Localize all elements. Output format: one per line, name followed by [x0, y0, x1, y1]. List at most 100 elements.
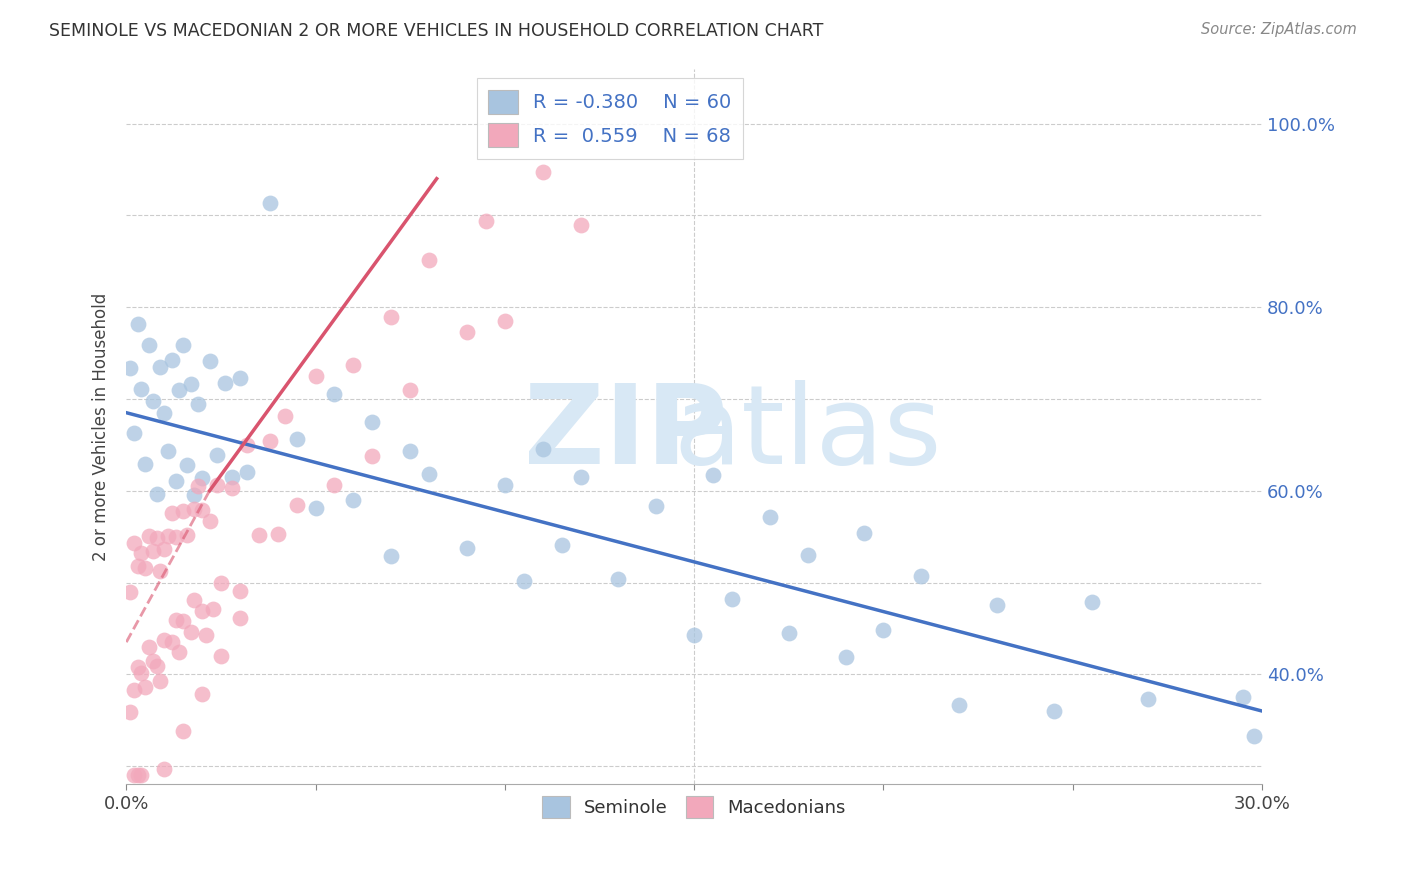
Point [122, 768, 145, 782]
Point [399, 443, 422, 458]
Point [531, 442, 554, 456]
Point [149, 673, 172, 688]
Point [323, 387, 346, 401]
Point [134, 561, 156, 575]
Point [1080, 595, 1102, 609]
Point [513, 574, 536, 589]
Point [1243, 730, 1265, 744]
Point [149, 564, 172, 578]
Point [221, 470, 243, 484]
Point [569, 470, 592, 484]
Point [127, 317, 149, 331]
Point [165, 613, 187, 627]
Point [247, 528, 270, 542]
Point [214, 376, 236, 391]
Point [122, 535, 145, 549]
Point [131, 382, 153, 396]
Point [834, 649, 856, 664]
Point [180, 376, 202, 391]
Point [304, 501, 326, 516]
Point [187, 479, 209, 493]
Point [134, 457, 156, 471]
Point [759, 510, 782, 524]
Point [172, 338, 194, 352]
Point [131, 546, 153, 560]
Point [267, 526, 290, 541]
Point [209, 648, 232, 663]
Point [229, 371, 252, 385]
Point [183, 501, 205, 516]
Point [120, 585, 142, 599]
Point [153, 407, 176, 421]
Point [120, 705, 142, 719]
Point [153, 541, 176, 556]
Point [180, 624, 202, 639]
Point [156, 444, 179, 458]
Point [702, 468, 724, 483]
Point [285, 432, 308, 446]
Point [169, 645, 191, 659]
Point [142, 394, 165, 409]
Point [191, 471, 214, 485]
Point [172, 504, 194, 518]
Point [361, 449, 384, 463]
Point [986, 598, 1008, 612]
Point [853, 526, 876, 541]
Point [342, 492, 364, 507]
Text: SEMINOLE VS MACEDONIAN 2 OR MORE VEHICLES IN HOUSEHOLD CORRELATION CHART: SEMINOLE VS MACEDONIAN 2 OR MORE VEHICLE… [49, 22, 824, 40]
Point [187, 397, 209, 411]
Text: Source: ZipAtlas.com: Source: ZipAtlas.com [1201, 22, 1357, 37]
Point [149, 359, 172, 374]
Point [607, 572, 630, 586]
Point [456, 325, 478, 339]
Point [160, 353, 183, 368]
Point [122, 682, 145, 697]
Point [948, 698, 970, 712]
Point [142, 544, 165, 558]
Point [418, 253, 440, 268]
Point [131, 768, 153, 782]
Point [127, 660, 149, 674]
Point [236, 438, 259, 452]
Point [127, 768, 149, 782]
Point [304, 369, 326, 384]
Point [475, 214, 498, 228]
Point [221, 481, 243, 495]
Point [778, 625, 800, 640]
Point [198, 354, 221, 368]
Point [259, 434, 281, 448]
Point [205, 478, 228, 492]
Point [191, 503, 214, 517]
Point [198, 514, 221, 528]
Point [122, 425, 145, 440]
Legend: Seminole, Macedonians: Seminole, Macedonians [536, 789, 853, 825]
Point [172, 614, 194, 628]
Point [127, 559, 149, 574]
Point [285, 499, 308, 513]
Point [145, 487, 167, 501]
Point [160, 635, 183, 649]
Point [380, 310, 402, 325]
Point [645, 499, 668, 513]
Point [205, 448, 228, 462]
Point [176, 458, 198, 473]
Point [183, 593, 205, 607]
Point [1137, 692, 1160, 706]
Point [721, 592, 744, 607]
Point [202, 601, 225, 615]
Point [165, 474, 187, 488]
Point [142, 654, 165, 668]
Point [342, 358, 364, 372]
Point [531, 165, 554, 179]
Point [1042, 704, 1064, 718]
Point [683, 628, 706, 642]
Text: atlas: atlas [673, 380, 942, 487]
Point [259, 195, 281, 210]
Point [169, 383, 191, 397]
Point [153, 762, 176, 776]
Point [236, 465, 259, 479]
Point [172, 724, 194, 739]
Point [418, 467, 440, 481]
Point [361, 415, 384, 429]
Point [380, 549, 402, 563]
